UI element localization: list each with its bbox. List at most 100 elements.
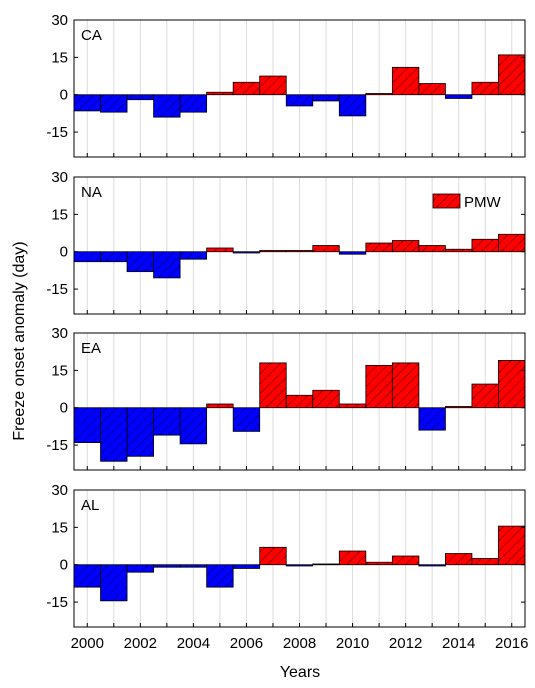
x-axis-label: Years xyxy=(280,664,320,681)
bar-2011 xyxy=(365,364,393,409)
x-tick-label: 2008 xyxy=(283,635,316,652)
x-tick-label: 2016 xyxy=(495,635,528,652)
legend-swatch-hatch xyxy=(433,194,460,208)
bar-2006 xyxy=(232,407,261,432)
panel-na: 30 15 0 -15 NA PMW xyxy=(46,169,526,315)
bar-2012 xyxy=(391,66,420,96)
y-tick-label: 0 xyxy=(60,400,68,417)
x-tick-label: 2006 xyxy=(230,635,263,652)
panel-label: EA xyxy=(81,340,101,357)
bar-2013 xyxy=(418,407,446,431)
bar-2000 xyxy=(73,564,101,588)
bar-2007 xyxy=(259,362,287,409)
bar-2010 xyxy=(338,403,367,409)
y-tick-label: -15 xyxy=(46,124,68,141)
bar-2014 xyxy=(445,248,473,253)
bar-2001 xyxy=(100,407,128,462)
bar-2016 xyxy=(498,233,526,253)
bar-2008 xyxy=(285,94,314,107)
panel-al: 30 15 0 -15 AL 2000 2002 2004 2006 2008 2010 2012 20… xyxy=(46,482,528,652)
bar-2007 xyxy=(259,75,287,96)
y-tick-label: 15 xyxy=(51,519,68,536)
bar-2008 xyxy=(285,394,314,409)
bar-2008 xyxy=(285,564,314,567)
bar-2015 xyxy=(471,383,499,409)
bar-2010 xyxy=(338,251,367,255)
bar-2002 xyxy=(126,564,154,573)
panel-ca: 30 15 0 -15 CA xyxy=(46,12,526,158)
y-tick-label: 0 xyxy=(60,557,68,574)
x-tick-label: 2010 xyxy=(336,635,369,652)
bar-2013 xyxy=(418,83,446,96)
bar-2014 xyxy=(445,553,473,566)
bar-2001 xyxy=(100,251,128,263)
bar-2015 xyxy=(471,81,499,96)
bar-2004 xyxy=(179,251,208,260)
bar-2000 xyxy=(73,94,101,112)
bar-2011 xyxy=(365,561,393,566)
bar-2010 xyxy=(338,94,367,117)
bar-2003 xyxy=(153,564,181,568)
panel-label: NA xyxy=(81,184,102,201)
x-tick-label: 2002 xyxy=(124,635,157,652)
bar-2007 xyxy=(259,250,287,253)
y-tick-label: 0 xyxy=(60,244,68,261)
bar-2010 xyxy=(338,550,367,566)
bar-2009 xyxy=(312,245,340,253)
y-tick-label: 30 xyxy=(51,482,68,499)
bar-2003 xyxy=(153,251,181,279)
bar-2002 xyxy=(126,407,154,457)
bar-2004 xyxy=(179,564,208,568)
panel-label: CA xyxy=(81,27,102,44)
x-tick-label: 2012 xyxy=(389,635,422,652)
y-tick-label: 0 xyxy=(60,87,68,104)
bar-2015 xyxy=(471,238,499,253)
y-tick-label: -15 xyxy=(46,281,68,298)
bar-2004 xyxy=(179,94,208,113)
bar-2012 xyxy=(391,240,420,253)
y-axis-label: Freeze onset anomaly (day) xyxy=(11,241,28,440)
bar-2009 xyxy=(312,94,340,102)
y-tick-label: 15 xyxy=(51,49,68,66)
bar-2006 xyxy=(232,251,261,254)
y-tick-label: 15 xyxy=(51,362,68,379)
bar-2011 xyxy=(365,93,393,96)
bar-2001 xyxy=(100,564,128,602)
bar-2007 xyxy=(259,546,287,566)
bar-2003 xyxy=(153,94,181,118)
bar-2001 xyxy=(100,94,128,113)
x-tick-label: 2014 xyxy=(442,635,475,652)
y-tick-label: 30 xyxy=(51,169,68,186)
bar-2005 xyxy=(206,403,234,409)
bar-2005 xyxy=(206,564,234,588)
y-tick-label: 30 xyxy=(51,12,68,29)
y-tick-label: -15 xyxy=(46,437,68,454)
bar-2014 xyxy=(445,406,473,409)
x-tick-label: 2000 xyxy=(71,635,104,652)
bar-2006 xyxy=(232,81,261,96)
bar-2016 xyxy=(498,54,526,96)
bar-2016 xyxy=(498,359,526,409)
panel-label: AL xyxy=(81,497,99,514)
bar-2008 xyxy=(285,250,314,253)
bar-2004 xyxy=(179,407,208,445)
bar-2003 xyxy=(153,407,181,436)
bar-2005 xyxy=(206,247,234,253)
bar-2014 xyxy=(445,94,473,99)
bar-2002 xyxy=(126,251,154,273)
bar-2011 xyxy=(365,242,393,253)
legend-label: PMW xyxy=(464,194,502,211)
bar-2000 xyxy=(73,407,101,443)
bar-2015 xyxy=(471,558,499,566)
bar-2016 xyxy=(498,525,526,566)
bar-2000 xyxy=(73,251,101,263)
bar-2006 xyxy=(232,564,261,569)
y-tick-label: 30 xyxy=(51,325,68,342)
bar-2013 xyxy=(418,564,446,567)
bar-2009 xyxy=(312,389,340,409)
bar-2002 xyxy=(126,94,154,101)
bar-2013 xyxy=(418,245,446,253)
y-tick-label: 15 xyxy=(51,206,68,223)
legend: PMW xyxy=(432,193,502,211)
